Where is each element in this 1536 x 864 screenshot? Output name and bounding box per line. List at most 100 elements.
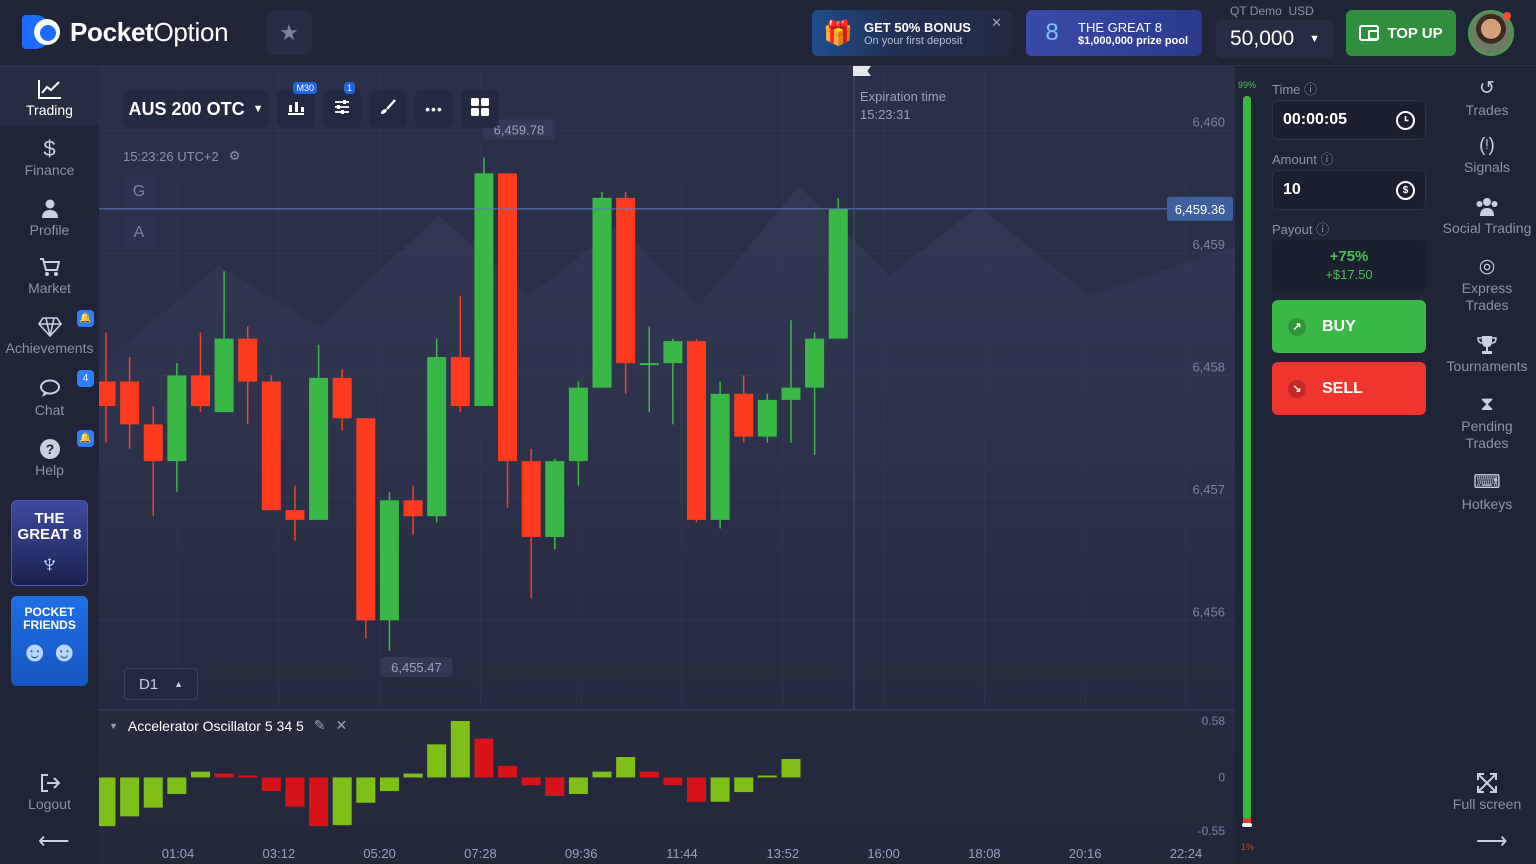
great8-promo-card[interactable]: THE GREAT 8 ♆: [11, 500, 88, 586]
candle: [545, 458, 565, 550]
time-tick-label: 09:36: [565, 846, 598, 861]
candle-body: [616, 197, 636, 364]
promo-great8-title: THE GREAT 8: [1078, 19, 1163, 35]
sell-button[interactable]: ↘ SELL: [1272, 362, 1426, 415]
a-button[interactable]: A: [123, 217, 155, 249]
candle-body: [356, 418, 376, 621]
sidebar-item-chat[interactable]: Chat: [0, 376, 99, 418]
signal-icon: (ᵎ): [1479, 134, 1495, 156]
candle: [120, 357, 140, 449]
candle: [521, 448, 541, 599]
logout-button[interactable]: Logout: [0, 770, 99, 812]
clock-value: 15:23:26 UTC+2: [123, 148, 219, 164]
arrow-left-icon[interactable]: ⟵: [38, 828, 70, 853]
oscillator-bar: [710, 777, 730, 802]
layout-button[interactable]: [461, 90, 499, 128]
candle-body: [474, 173, 494, 406]
trade-panel: Time ⓘ 00:00:05 Amount ⓘ 10 $ Payout ⓘ +…: [1261, 66, 1438, 864]
buy-button[interactable]: ↗ BUY: [1272, 300, 1426, 353]
sidebar-item-achievements[interactable]: Achievements: [0, 314, 99, 356]
sidebar-item-help[interactable]: ? Help: [0, 436, 99, 478]
candle: [474, 157, 494, 406]
sidebar-item-social-trading[interactable]: Social Trading: [1438, 194, 1536, 237]
price-chart[interactable]: 6,460 6,459 6,458 6,457 6,456 01:04 03:12 05:20…: [99, 66, 1235, 864]
clock-icon[interactable]: [1396, 110, 1415, 130]
time-tick-label: 11:44: [666, 846, 698, 861]
candle-body: [521, 461, 541, 538]
server-clock: 15:23:26 UTC+2 ⚙: [123, 148, 240, 164]
sidebar-item-express-trades[interactable]: ◎ Express Trades: [1438, 254, 1536, 314]
promo-bonus-title: GET 50% BONUS: [864, 19, 971, 35]
sidebar-item-finance[interactable]: $ Finance: [0, 136, 99, 178]
right-sidebar: ↺ Trades (ᵎ) Signals Social Trading ◎ Ex…: [1438, 66, 1536, 864]
price-tick-label: 6,457: [1192, 482, 1225, 497]
caret-down-icon[interactable]: ▼: [109, 720, 118, 731]
promo-bonus-banner[interactable]: 🎁 GET 50% BONUS On your first deposit ✕: [812, 10, 1012, 56]
sidebar-item-hotkeys[interactable]: ⌨ Hotkeys: [1438, 470, 1536, 513]
more-options-button[interactable]: •••: [415, 90, 453, 128]
sidebar-item-trades[interactable]: ↺ Trades: [1438, 76, 1536, 119]
high-price-label-text: 6,459.78: [494, 122, 545, 137]
top-up-button[interactable]: TOP UP: [1346, 10, 1456, 56]
brush-icon: [380, 98, 396, 120]
amount-input[interactable]: 10 $: [1272, 170, 1426, 210]
sidebar-label-trading: Trading: [26, 102, 73, 118]
oscillator-params: 5 34 5: [264, 717, 304, 734]
trades-label: Trades: [1465, 102, 1509, 118]
candle: [687, 338, 706, 523]
sentiment-bottom-label: 1%: [1241, 842, 1255, 852]
sidebar-item-trading[interactable]: Trading: [0, 66, 99, 126]
expiration-time: 15:23:31: [860, 107, 911, 123]
arrow-right-icon[interactable]: ⟶: [1476, 828, 1508, 853]
candle-body: [687, 341, 706, 520]
g-button[interactable]: G: [123, 176, 155, 208]
oscillator-tick-label: -0.55: [1198, 824, 1226, 838]
oscillator-bar: [261, 777, 281, 792]
close-icon[interactable]: ✕: [335, 717, 348, 733]
close-icon[interactable]: ✕: [991, 15, 1002, 30]
info-icon: ⓘ: [1316, 222, 1330, 237]
candle: [99, 332, 116, 443]
candle-body: [379, 500, 399, 621]
candle: [639, 326, 659, 413]
fullscreen-button[interactable]: Full screen: [1438, 770, 1536, 813]
promo-great8-banner[interactable]: 8 THE GREAT 8 $1,000,000 prize pool: [1026, 10, 1202, 56]
time-input[interactable]: 00:00:05: [1272, 100, 1426, 140]
tournaments-label: Tournaments: [1446, 358, 1528, 374]
friends-line2: FRIENDS: [23, 617, 76, 632]
gear-icon[interactable]: ⚙: [228, 148, 241, 163]
pencil-icon[interactable]: ✎: [313, 717, 326, 733]
timeframe-select[interactable]: D1 ▲: [124, 668, 198, 700]
chart-canvas[interactable]: 6,460 6,459 6,458 6,457 6,456 01:04 03:12 05:20…: [99, 66, 1235, 864]
brand-logo[interactable]: PocketOption: [22, 15, 229, 49]
candle: [167, 363, 187, 492]
favorites-button[interactable]: ★: [266, 11, 312, 55]
price-tick-label: 6,460: [1192, 114, 1225, 129]
sidebar-item-signals[interactable]: (ᵎ) Signals: [1438, 133, 1536, 176]
bell-badge-icon: 🔔: [77, 430, 94, 447]
candle: [190, 332, 210, 413]
account-selector[interactable]: QT Demo USD 50,000 ▼: [1216, 4, 1334, 58]
dollar-circle-icon[interactable]: $: [1396, 180, 1415, 200]
chevron-down-icon: ▼: [1309, 33, 1320, 45]
express-trades-label: Express Trades: [1461, 280, 1513, 313]
chat-count-badge: 4: [77, 370, 94, 387]
sidebar-item-market[interactable]: Market: [0, 254, 99, 296]
sidebar-item-pending-trades[interactable]: ⧗ Pending Trades: [1438, 392, 1536, 452]
candle: [781, 320, 801, 443]
chart-type-button[interactable]: M30: [277, 82, 317, 128]
indicators-button[interactable]: 1: [323, 82, 361, 128]
help-icon: ?: [39, 436, 61, 462]
pocket-friends-promo-card[interactable]: POCKET FRIENDS ☻☻: [11, 596, 88, 686]
candle-body: [568, 387, 588, 462]
flag-icon: [853, 66, 871, 76]
drawing-tools-button[interactable]: [369, 90, 407, 128]
candle-body: [99, 381, 116, 406]
chart-line-icon: [37, 76, 63, 102]
sidebar-item-tournaments[interactable]: Tournaments: [1438, 332, 1536, 375]
candle-body: [190, 375, 210, 406]
asset-selector[interactable]: AUS 200 OTC ▼: [123, 90, 269, 128]
sidebar-item-profile[interactable]: Profile: [0, 196, 99, 238]
low-price-label-bg: [380, 657, 453, 677]
signals-label: Signals: [1464, 159, 1510, 175]
